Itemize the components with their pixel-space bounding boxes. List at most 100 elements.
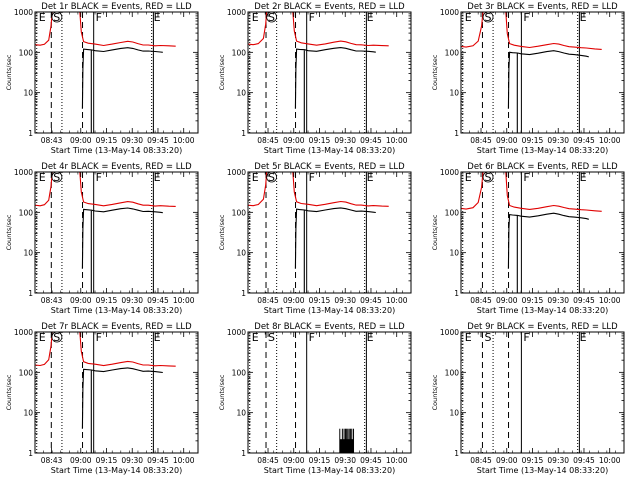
- lld-series-line: [35, 332, 176, 367]
- y-tick-label: 100: [445, 48, 460, 57]
- x-axis-label: Start Time (13-May-14 08:33:20): [264, 306, 395, 315]
- chart-title: Det 7r BLACK = Events, RED = LLD: [41, 322, 192, 332]
- y-axis-label: Counts/sec: [431, 54, 439, 90]
- x-axis-label: Start Time (13-May-14 08:33:20): [477, 466, 608, 475]
- y-tick-label: 1000: [14, 168, 33, 177]
- y-tick-label: 1: [241, 129, 246, 138]
- x-tick-label: 09:15: [309, 456, 331, 465]
- y-tick-label: 1000: [227, 8, 246, 17]
- plot-frame: [247, 331, 412, 454]
- x-tick-label: 08:45: [257, 296, 279, 305]
- y-tick-label: 1: [454, 449, 459, 458]
- y-tick-label: 10: [449, 409, 459, 418]
- y-tick-label: 10: [23, 409, 33, 418]
- x-tick-label: 09:00: [283, 296, 305, 305]
- marker-label-e: E: [580, 331, 587, 344]
- marker-label-f: F: [96, 331, 102, 344]
- x-axis-label: Start Time (13-May-14 08:33:20): [51, 146, 182, 155]
- y-tick-label: 1: [454, 129, 459, 138]
- x-tick-label: 09:15: [522, 296, 544, 305]
- plot-area: [462, 332, 580, 453]
- y-tick-label: 1000: [227, 168, 246, 177]
- plot-frame: [34, 171, 199, 294]
- y-tick-label: 10: [23, 89, 33, 98]
- plot-area: [35, 12, 176, 133]
- y-tick-label: 1000: [440, 328, 459, 337]
- plot-frame: [247, 11, 412, 134]
- marker-label-e: E: [154, 171, 161, 184]
- marker-label-e: E: [252, 331, 259, 344]
- marker-label-e: E: [154, 11, 161, 24]
- plot-frame: [460, 331, 625, 454]
- events-series-line: [81, 367, 163, 429]
- x-tick-label: 09:00: [70, 296, 92, 305]
- lld-series-line: [461, 172, 602, 212]
- x-tick-label: 10:00: [599, 456, 621, 465]
- marker-label-e: E: [252, 11, 259, 24]
- plot-area: [35, 172, 176, 293]
- x-tick-label: 08:45: [257, 456, 279, 465]
- plot-frame: [247, 171, 412, 294]
- marker-label-e: E: [252, 171, 259, 184]
- marker-label-f: F: [309, 331, 315, 344]
- plot-area: [461, 172, 602, 293]
- marker-label-f: F: [96, 171, 102, 184]
- marker-label-s: S: [484, 171, 491, 184]
- lld-series-line: [35, 12, 176, 47]
- x-tick-label: 10:00: [173, 456, 195, 465]
- marker-label-f: F: [309, 11, 315, 24]
- x-tick-label: 09:30: [121, 296, 143, 305]
- x-tick-label: 08:43: [41, 296, 63, 305]
- x-tick-label: 10:00: [173, 296, 195, 305]
- x-tick-label: 09:00: [283, 136, 305, 145]
- chart-title: Det 3r BLACK = Events, RED = LLD: [467, 2, 618, 12]
- y-tick-label: 10: [449, 249, 459, 258]
- lld-series-line: [461, 12, 602, 50]
- y-tick-label: 1000: [440, 168, 459, 177]
- events-series-line: [294, 47, 376, 109]
- y-axis-label: Counts/sec: [5, 214, 13, 250]
- x-tick-label: 09:30: [121, 456, 143, 465]
- x-tick-label: 10:00: [599, 136, 621, 145]
- events-series-line: [81, 47, 163, 109]
- lld-series-line: [248, 12, 389, 47]
- x-tick-label: 09:45: [147, 456, 169, 465]
- x-tick-label: 09:15: [522, 136, 544, 145]
- x-tick-label: 10:00: [386, 456, 408, 465]
- marker-label-s: S: [53, 171, 60, 184]
- x-axis-label: Start Time (13-May-14 08:33:20): [264, 466, 395, 475]
- lld-series-line: [35, 172, 176, 207]
- plot-frame: [34, 331, 199, 454]
- y-tick-label: 10: [236, 409, 246, 418]
- y-tick-label: 100: [19, 208, 34, 217]
- marker-label-e: E: [39, 171, 46, 184]
- x-tick-label: 09:15: [522, 456, 544, 465]
- x-axis-label: Start Time (13-May-14 08:33:20): [51, 306, 182, 315]
- y-axis-label: Counts/sec: [218, 374, 226, 410]
- x-tick-label: 09:45: [360, 296, 382, 305]
- plot-area: [248, 12, 389, 133]
- x-tick-label: 09:45: [573, 296, 595, 305]
- x-tick-label: 09:00: [496, 136, 518, 145]
- y-axis-label: Counts/sec: [5, 374, 13, 410]
- y-tick-label: 100: [445, 368, 460, 377]
- marker-label-s: S: [484, 11, 491, 24]
- y-tick-label: 10: [236, 89, 246, 98]
- events-series-line: [507, 50, 589, 109]
- chart-title: Det 2r BLACK = Events, RED = LLD: [254, 2, 405, 12]
- x-tick-label: 09:45: [360, 456, 382, 465]
- marker-label-e: E: [39, 331, 46, 344]
- x-tick-label: 09:15: [309, 296, 331, 305]
- marker-label-s: S: [53, 11, 60, 24]
- chart-title: Det 9r BLACK = Events, RED = LLD: [467, 322, 618, 332]
- x-axis-label: Start Time (13-May-14 08:33:20): [264, 146, 395, 155]
- marker-label-e: E: [367, 331, 374, 344]
- x-tick-label: 08:45: [257, 136, 279, 145]
